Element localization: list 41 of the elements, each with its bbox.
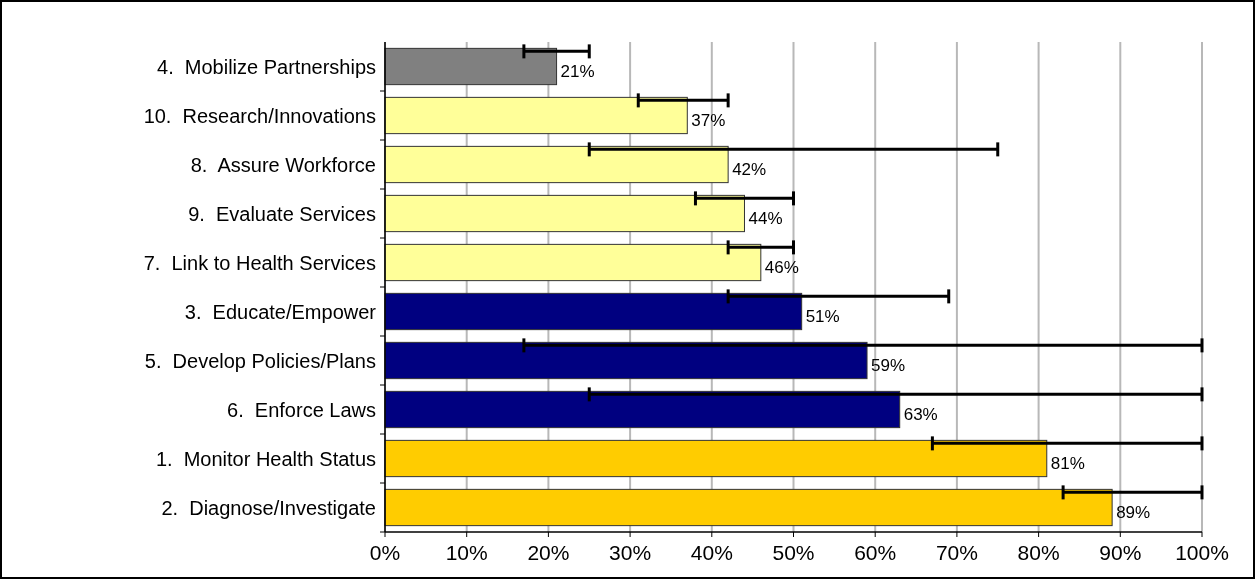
y-tick-label: 3. Educate/Empower [184,300,377,323]
y-tick-label: 4. Mobilize Partnerships [157,55,376,78]
data-label: 42% [732,159,767,179]
x-tick-label: 20% [527,541,570,564]
x-tick-label: 0% [369,541,401,564]
bar [384,96,688,135]
bar [384,488,1113,527]
y-tick-label: 6. Enforce Laws [227,398,376,421]
x-tick-label: 80% [1017,541,1060,564]
data-label: 46% [764,257,799,277]
data-label: 44% [748,208,783,228]
bar [384,47,558,86]
x-tick-label: 10% [445,541,488,564]
bar [384,243,762,282]
data-label: 81% [1050,453,1085,473]
x-tick-label: 70% [935,541,978,564]
data-label: 63% [903,404,938,424]
y-tick-label: 2. Diagnose/Investigate [161,496,376,519]
x-tick-label: 60% [854,541,897,564]
bar [384,194,745,233]
data-label: 51% [805,306,840,326]
y-tick-label: 5. Develop Policies/Plans [144,349,376,372]
y-tick-label: 9. Evaluate Services [188,202,376,225]
bar [384,439,1048,478]
y-tick-label: 7. Link to Health Services [143,251,376,274]
bar [384,292,803,331]
y-tick-label: 1. Monitor Health Status [155,447,376,470]
data-label: 89% [1116,502,1151,522]
x-tick-label: 50% [772,541,815,564]
x-tick-label: 40% [690,541,733,564]
data-label: 59% [871,355,906,375]
data-label: 21% [560,61,595,81]
bar [384,341,868,380]
data-label: 37% [691,110,726,130]
bar [384,145,729,184]
x-tick-label: 30% [609,541,652,564]
bar [384,390,901,429]
x-tick-label: 100% [1175,541,1229,564]
y-tick-label: 8. Assure Workforce [190,153,376,176]
y-tick-label: 10. Research/Innovations [143,104,376,127]
x-tick-label: 90% [1099,541,1142,564]
